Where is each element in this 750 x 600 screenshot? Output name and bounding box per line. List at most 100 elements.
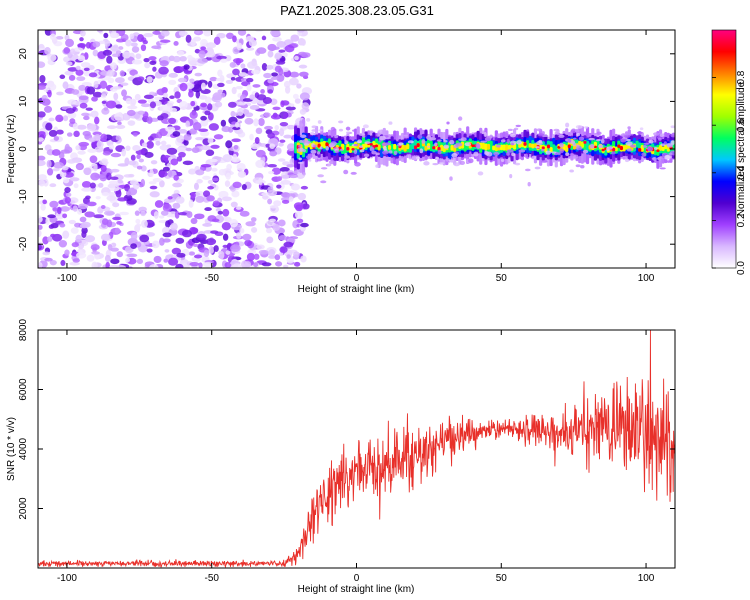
figure-title: PAZ1.2025.308.23.05.G31	[280, 3, 434, 18]
spectrogram-noise-cell	[190, 100, 196, 107]
spectrogram-noise-cell	[155, 140, 161, 146]
spectrogram-halo-cell	[623, 134, 631, 138]
spectrogram-noise-cell	[272, 106, 281, 111]
spectrogram-signal-cell	[372, 141, 376, 147]
spectrogram-noise-cell	[168, 79, 177, 85]
spectrogram-noise-cell	[158, 237, 165, 246]
spectrogram-halo-cell	[559, 142, 564, 148]
spectrogram-halo-cell	[506, 152, 510, 156]
spectrogram-halo-cell	[576, 133, 581, 137]
spectrogram-noise-cell	[154, 96, 163, 101]
spectrogram-noise-cell	[173, 41, 179, 46]
spectrogram-noise-cell	[270, 114, 282, 120]
spectrogram-signal-cell	[484, 143, 488, 151]
spectrogram-halo-cell	[338, 128, 344, 132]
spectrogram-halo-cell	[305, 155, 313, 160]
spectrogram-noise-cell	[44, 144, 52, 152]
spectrogram-noise-cell	[78, 84, 87, 91]
spectrogram-signal-cell	[346, 147, 350, 151]
spectrogram-halo-cell	[371, 150, 377, 155]
spectrogram-noise-cell	[194, 213, 205, 220]
spectrogram-noise-cell	[266, 236, 274, 244]
spectrogram-noise-cell	[125, 39, 132, 47]
spectrogram-noise-cell	[194, 30, 201, 34]
spectrogram-noise-cell	[249, 133, 254, 141]
spectrogram-halo-cell	[511, 152, 516, 157]
spectrogram-noise-cell	[190, 39, 196, 46]
spectrogram-signal-cell	[585, 141, 590, 152]
snr-background	[38, 330, 675, 568]
spectrogram-noise-cell	[145, 232, 156, 237]
spectrogram-noise-cell	[107, 77, 115, 84]
spectrogram-noise-cell	[73, 183, 79, 189]
spectrogram-noise-cell	[225, 172, 231, 180]
spectrogram-noise-cell	[101, 91, 108, 95]
spectrogram-noise-cell	[188, 251, 196, 256]
spectrogram-halo-cell	[317, 120, 322, 124]
spectrogram-noise-cell	[136, 258, 144, 265]
spectrogram-x-label: Height of straight line (km)	[298, 284, 415, 295]
spectrogram-noise-cell	[90, 110, 99, 118]
spectrogram-signal-cell	[471, 144, 475, 148]
spectrogram-noise-cell	[67, 159, 77, 164]
spectrogram-noise-cell	[38, 262, 43, 268]
spectrogram-noise-cell	[72, 123, 79, 130]
spectrogram-halo-cell	[316, 151, 321, 155]
spectrogram-halo-cell	[540, 160, 548, 163]
spectrogram-halo-cell	[335, 150, 340, 153]
spectrogram-noise-cell	[208, 123, 219, 131]
spectrogram-noise-cell	[68, 74, 76, 81]
spectrogram-noise-cell	[63, 47, 71, 54]
spectrogram-noise-cell	[264, 125, 273, 131]
colorbar-tick-label: 0.2	[736, 213, 747, 227]
spectrogram-halo-cell	[611, 151, 616, 155]
spectrogram-noise-cell	[301, 102, 310, 110]
spectrogram-halo-cell	[308, 159, 312, 162]
spectrogram-noise-cell	[79, 37, 84, 42]
spectrogram-noise-cell	[192, 243, 199, 247]
spectrogram-noise-cell	[115, 104, 123, 109]
spectrogram-noise-cell	[271, 167, 281, 175]
spectrogram-noise-cell	[236, 42, 243, 51]
spectrogram-noise-cell	[110, 45, 120, 52]
spectrogram-halo-cell	[659, 167, 666, 170]
spectrogram-noise-cell	[300, 39, 306, 46]
spectrogram-noise-cell	[170, 222, 178, 231]
snr-y-tick-label: 2000	[18, 497, 29, 520]
spectrogram-halo-cell	[310, 149, 317, 154]
spectrogram-noise-cell	[233, 145, 239, 150]
spectrogram-halo-cell	[417, 134, 423, 140]
spectrogram-halo-cell	[541, 148, 545, 152]
spectrogram-noise-cell	[148, 56, 157, 61]
spectrogram-noise-cell	[278, 252, 284, 256]
spectrogram-noise-cell	[46, 168, 54, 176]
spectrogram-noise-cell	[288, 174, 299, 179]
spectrogram-noise-cell	[203, 190, 211, 198]
spectrogram-halo-cell	[327, 163, 331, 167]
spectrogram-halo-cell	[570, 128, 577, 134]
spectrogram-noise-cell	[110, 168, 120, 173]
spectrogram-noise-cell	[112, 216, 122, 221]
spectrogram-noise-cell	[204, 110, 211, 116]
spectrogram-signal-cell	[638, 148, 642, 152]
spectrogram-noise-cell	[224, 180, 231, 187]
spectrogram-noise-cell	[159, 180, 165, 188]
spectrogram-noise-cell	[52, 168, 60, 172]
spectrogram-noise-cell	[268, 170, 275, 175]
spectrogram-halo-cell	[359, 149, 365, 153]
spectrogram-halo-cell	[384, 142, 391, 146]
spectrogram-halo-cell	[670, 140, 675, 146]
spectrogram-noise-cell	[86, 254, 95, 262]
spectrogram-noise-cell	[53, 136, 60, 141]
spectrogram-noise-cell	[237, 30, 247, 36]
spectrogram-noise-cell	[262, 96, 273, 105]
spectrogram-noise-cell	[274, 124, 280, 131]
spectrogram-noise-cell	[59, 74, 66, 80]
spectrogram-noise-cell	[100, 165, 107, 173]
spectrogram-noise-cell	[245, 221, 256, 227]
spectrogram-noise-cell	[112, 86, 123, 90]
spectrogram-noise-cell	[152, 30, 161, 35]
spectrogram-signal-cell	[505, 144, 509, 151]
spectrogram-noise-cell	[178, 30, 188, 36]
spectrogram-noise-cell	[189, 262, 200, 267]
